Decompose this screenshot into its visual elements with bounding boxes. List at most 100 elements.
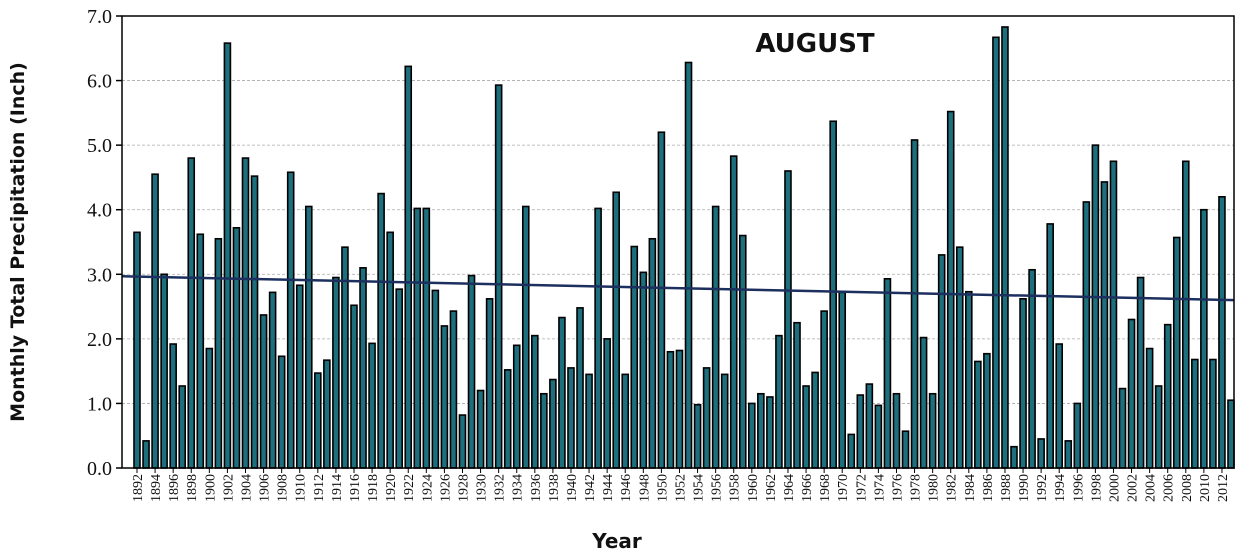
bar	[304, 205, 313, 469]
x-tick-label: 1952	[673, 474, 688, 502]
bar	[232, 226, 241, 469]
bar	[521, 205, 530, 469]
bar	[458, 414, 467, 469]
bar	[766, 396, 774, 469]
bar	[1145, 347, 1154, 469]
bar	[955, 246, 964, 469]
x-tick-label: 1946	[619, 474, 634, 502]
bar	[467, 274, 476, 469]
bar	[983, 352, 991, 469]
bar	[549, 378, 557, 469]
bar	[169, 343, 177, 469]
bar	[684, 61, 693, 469]
bar	[965, 290, 973, 469]
bar	[133, 231, 141, 469]
bar	[250, 175, 259, 469]
x-tick-label: 1924	[420, 474, 435, 502]
bar	[268, 291, 277, 469]
bar	[395, 288, 403, 469]
x-tick-label: 1984	[963, 474, 978, 502]
bar	[865, 383, 874, 469]
bar	[332, 276, 340, 469]
bar	[1028, 268, 1036, 469]
x-tick-label: 1948	[637, 474, 652, 502]
bar	[1010, 445, 1018, 469]
bar	[729, 155, 738, 469]
bar	[359, 267, 367, 469]
bar	[603, 338, 611, 469]
bar	[1163, 323, 1172, 469]
y-tick-label: 3.0	[87, 264, 112, 286]
x-tick-label: 1950	[655, 474, 670, 502]
bar	[422, 207, 431, 469]
x-tick-label: 1962	[764, 474, 779, 502]
x-tick-label: 1968	[818, 474, 833, 502]
bar	[413, 207, 422, 469]
bar	[820, 310, 828, 469]
x-tick-label: 1936	[529, 474, 544, 502]
x-tick-label: 1930	[475, 474, 490, 502]
y-tick-label: 1.0	[87, 393, 112, 415]
bar	[187, 157, 196, 469]
x-tick-label: 1958	[728, 474, 743, 502]
x-tick-label: 1986	[981, 474, 996, 502]
x-tick-label: 1932	[493, 474, 508, 502]
bar	[1082, 201, 1091, 469]
bar	[241, 157, 250, 469]
x-tick-label: 1914	[330, 474, 345, 502]
x-tick-label: 1960	[746, 474, 761, 502]
bar	[558, 316, 566, 469]
bar	[567, 367, 575, 469]
bar	[720, 373, 729, 469]
plot-frame	[121, 15, 1235, 469]
x-tick-label: 1980	[927, 474, 942, 502]
x-axis-title: Year	[591, 529, 642, 553]
bar	[856, 394, 865, 469]
x-tick-label: 1996	[1071, 474, 1086, 502]
bar	[1172, 236, 1181, 469]
bar	[214, 237, 223, 469]
x-tick-label: 1978	[909, 474, 924, 502]
trend-line	[121, 274, 1235, 302]
bar	[377, 192, 385, 469]
x-tick-label: 1926	[438, 474, 453, 502]
x-tick-label: 1904	[239, 474, 254, 502]
bar	[512, 344, 521, 469]
bar	[630, 245, 639, 469]
bar	[259, 314, 268, 469]
bar	[585, 373, 593, 469]
bar	[748, 402, 756, 469]
bar	[1091, 144, 1100, 469]
x-tick-label: 1940	[565, 474, 580, 502]
x-tick-label: 1998	[1089, 474, 1104, 502]
bar	[666, 350, 675, 469]
bar	[802, 385, 810, 469]
bar	[910, 139, 919, 469]
x-tick-label: 2000	[1107, 474, 1122, 502]
x-tick-label: 1920	[384, 474, 399, 502]
y-tick-label: 0.0	[87, 458, 112, 480]
bar	[1109, 160, 1118, 469]
y-tick-label: 7.0	[87, 6, 112, 28]
x-tick-label: 1912	[312, 474, 327, 502]
bar	[775, 334, 783, 469]
x-tick-label: 1896	[167, 474, 182, 502]
x-tick-label: 2002	[1126, 474, 1141, 502]
x-tick-label: 1992	[1035, 474, 1050, 502]
x-tick-label: 2012	[1216, 474, 1231, 502]
bar	[540, 392, 548, 469]
bar	[1019, 298, 1027, 469]
bar	[757, 392, 765, 469]
x-tick-label: 1916	[348, 474, 363, 502]
bar	[1154, 385, 1163, 469]
bar	[901, 430, 910, 469]
bar	[883, 278, 892, 469]
bar	[1100, 181, 1109, 469]
x-tick-label: 1942	[583, 474, 598, 502]
x-tick-label: 1988	[999, 474, 1014, 502]
bar	[576, 307, 584, 469]
bar	[946, 110, 955, 469]
bar	[142, 440, 150, 469]
